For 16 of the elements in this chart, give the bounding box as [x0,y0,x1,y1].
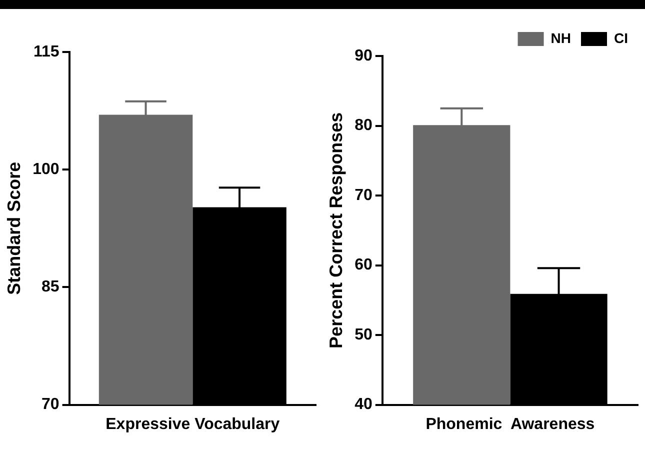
y-tick-label: 70 [354,186,372,204]
y-axis-title: Standard Score [4,162,24,295]
y-axis-title: Percent Correct Responses [326,112,346,348]
y-tick-label: 115 [33,43,60,60]
legend-label: CI [614,30,628,46]
y-tick-label: 80 [354,117,372,134]
y-tick-label: 50 [354,326,372,344]
y-tick-label: 90 [354,47,372,64]
x-tick-label: Phonemic Awareness [426,416,595,433]
y-tick-label: 100 [32,161,60,178]
y-tick-label: 85 [42,278,60,296]
y-tick-label: 40 [354,396,372,414]
legend-label: NH [550,30,572,46]
x-tick-label: Expressive Vocabulary [106,416,280,433]
y-tick-label: 70 [42,396,60,414]
y-tick-label: 60 [354,256,372,274]
